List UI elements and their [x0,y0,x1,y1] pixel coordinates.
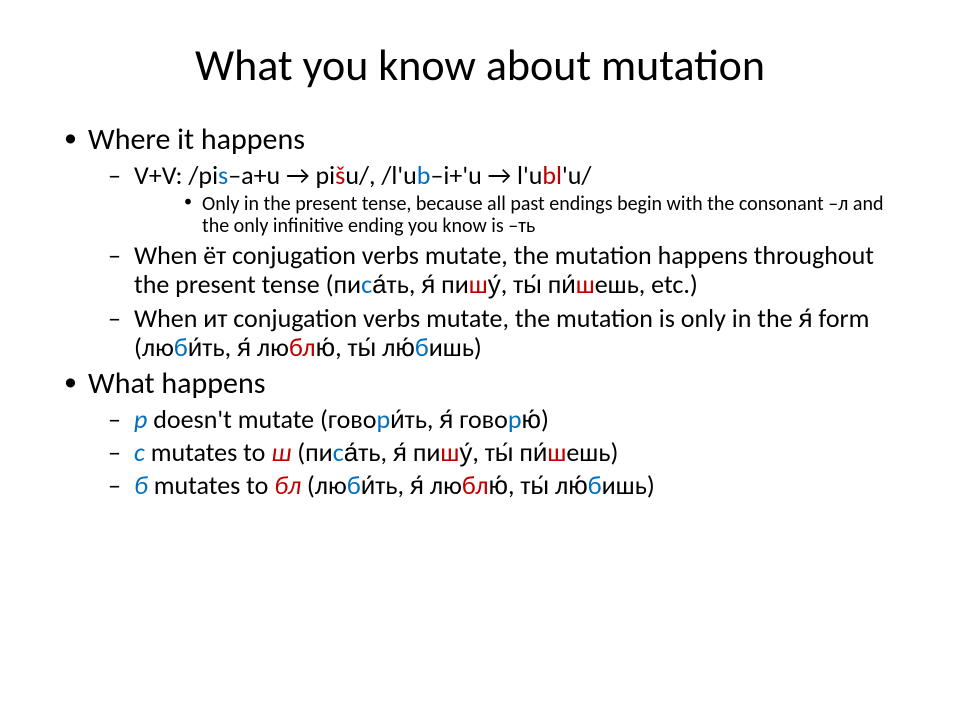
t: б [174,331,188,363]
t: р [376,403,390,435]
t: б [134,469,148,501]
t: ю́, ты́ лю́ [316,331,415,363]
t: (пи [291,436,332,468]
l2-vv: V+V: /pis–a+u → pišu/, /l'ub–i+'u → l'ub… [88,161,900,237]
slide: What you know about mutation Where it ha… [0,0,960,720]
t: b [417,159,431,191]
t: с [361,268,372,300]
t: –a+u → pi [228,159,335,191]
t: š [335,159,345,191]
t: u/, /l'u [345,159,416,191]
t: у́, ты́ пи́ [459,436,547,468]
t: bl [542,159,562,191]
l3-only: Only in the present tense, because all p… [134,193,900,238]
l1-where-text: Where it happens [88,121,305,158]
t: ешь) [566,436,618,468]
t: р [134,403,147,435]
t: и́ть, я́ лю [188,331,289,363]
t: ш [440,436,459,468]
t: бл [289,331,316,363]
t: V+V: /pi [134,159,218,191]
t: с [333,436,344,468]
t: 'u/ [562,159,591,191]
t: ш [547,436,566,468]
t: и́ть, я́ лю [361,469,462,501]
t: б [588,469,602,501]
l2-what: р doesn't mutate (говори́ть, я́ говорю́)… [88,405,900,500]
t: р [508,403,522,435]
t: s [218,159,228,191]
t: с [134,436,145,468]
t: б [415,331,429,363]
t: ш [469,268,488,300]
t: бл [274,469,301,501]
t: и́ть, я́ гово [390,403,508,435]
t: бл [462,469,489,501]
l2-where: V+V: /pis–a+u → pišu/, /l'ub–i+'u → l'ub… [88,161,900,361]
t: ш [576,268,595,300]
t: ешь, etc.) [595,268,698,300]
t: –i+'u → l'u [430,159,542,191]
t: ю́) [522,403,549,435]
l1-what-text: What happens [88,365,265,402]
l2-s: с mutates to ш (писа́ть, я́ пишу́, ты́ п… [88,438,900,467]
t: mutates to [145,436,271,468]
l2-b: б mutates to бл (люби́ть, я́ люблю́, ты́… [88,471,900,500]
l1-what: What happens р doesn't mutate (говори́ть… [60,366,900,501]
t: а́ть, я́ пи [344,436,441,468]
t: Only in the present tense, because all p… [202,192,883,238]
t: а́ть, я́ пи [372,268,469,300]
t: doesn't mutate (гово [147,403,376,435]
t: ишь) [429,331,482,363]
l2-it: When ит conjugation verbs mutate, the mu… [88,304,900,362]
t: у́, ты́ пи́ [488,268,576,300]
t: mutates to [148,469,274,501]
t: б [347,469,361,501]
t: ишь) [602,469,655,501]
l2-p: р doesn't mutate (говори́ть, я́ говорю́) [88,405,900,434]
l3: Only in the present tense, because all p… [134,193,900,238]
l1-where: Where it happens V+V: /pis–a+u → pišu/, … [60,122,900,362]
t: ш [271,436,291,468]
t: ю́, ты́ лю́ [488,469,587,501]
t: (лю [301,469,347,501]
bullet-list-l1: Where it happens V+V: /pis–a+u → pišu/, … [60,122,900,500]
slide-title: What you know about mutation [60,38,900,92]
l2-et: When ёт conjugation verbs mutate, the mu… [88,241,900,299]
